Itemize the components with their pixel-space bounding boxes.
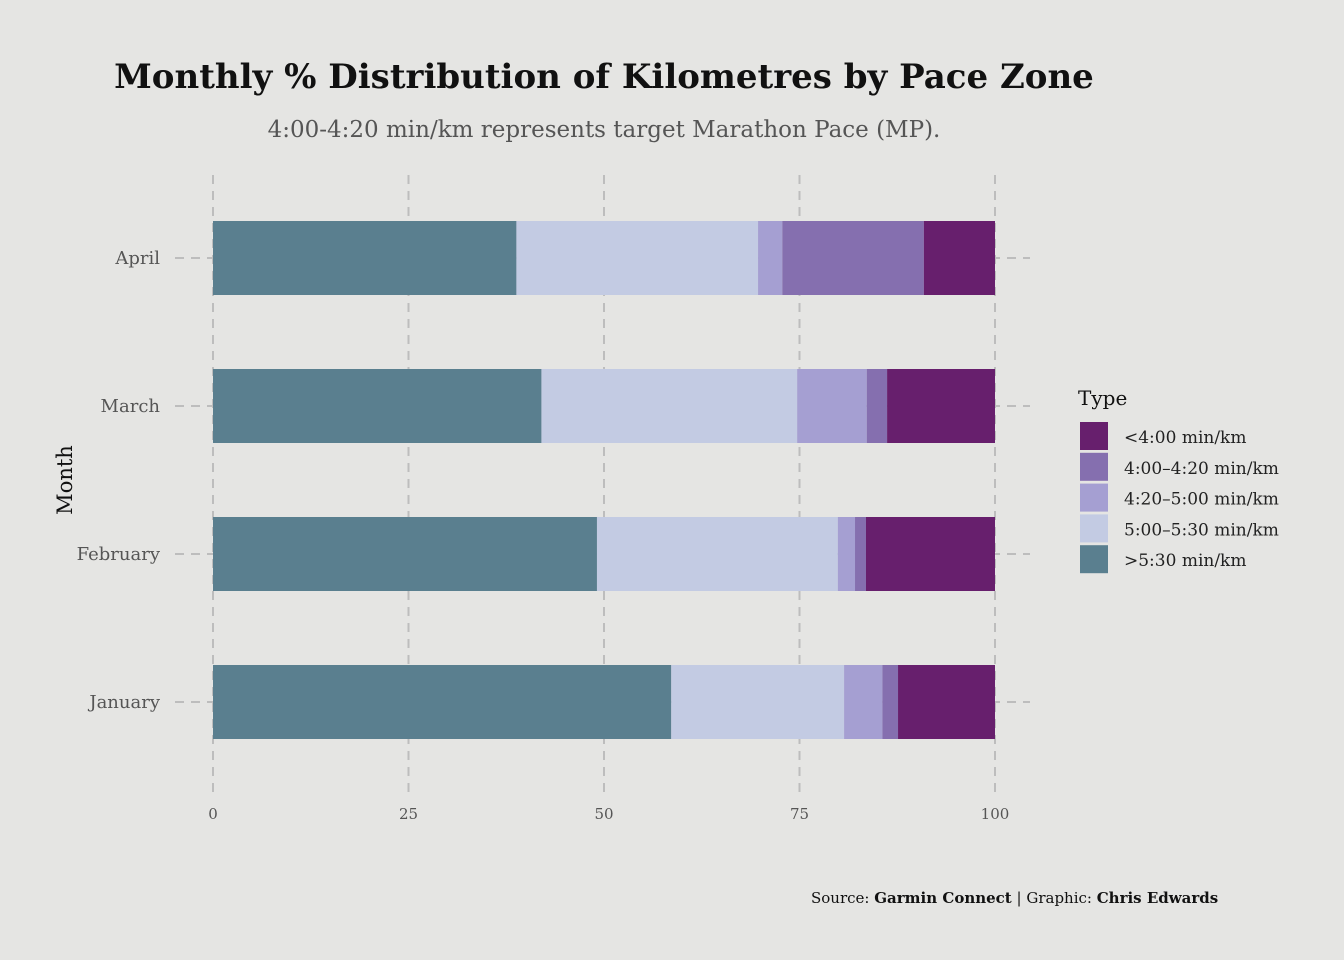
bar-february-5-30-min-km [213, 517, 597, 591]
bar-april-5-00-5-30-min-km [516, 221, 759, 295]
x-tick-label: 100 [981, 805, 1010, 823]
bar-january-4-00-min-km [898, 665, 995, 739]
legend-swatch [1080, 483, 1108, 512]
legend: Type <4:00 min/km 4:00–4:20 min/km 4:20–5:… [1078, 386, 1279, 574]
x-tick-label: 75 [790, 805, 809, 823]
y-axis-title: Month [53, 445, 77, 515]
chart-title: Monthly % Distribution of Kilometres by … [114, 57, 1094, 97]
chart-subtitle: 4:00-4:20 min/km represents target Marat… [268, 117, 941, 143]
bar-march-4-00-min-km [887, 369, 995, 443]
x-tick-label: 25 [399, 805, 418, 823]
bar-february-5-00-5-30-min-km [596, 517, 838, 591]
legend-label: >5:30 min/km [1124, 551, 1246, 571]
legend-label: <4:00 min/km [1124, 428, 1246, 448]
bar-january-4-00-4-20-min-km [882, 665, 899, 739]
caption-author: Chris Edwards [1097, 889, 1219, 907]
bar-january-5-30-min-km [213, 665, 672, 739]
bar-april-4-00-4-20-min-km [782, 221, 924, 295]
y-tick-label: April [114, 248, 160, 269]
legend-swatch [1080, 422, 1108, 450]
legend-swatch [1080, 545, 1108, 574]
legend-label: 4:00–4:20 min/km [1124, 459, 1279, 479]
bar-february-4-00-min-km [865, 517, 995, 591]
y-tick-label: March [101, 396, 161, 417]
x-axis-ticks: 0 25 50 75 100 [208, 805, 1009, 823]
legend-swatch [1080, 514, 1108, 543]
bar-march-4-00-4-20-min-km [866, 369, 888, 443]
bar-january-5-00-5-30-min-km [671, 665, 845, 739]
source-caption: Source: Garmin Connect | Graphic: Chris … [811, 889, 1218, 907]
legend-title: Type [1078, 386, 1127, 410]
x-tick-label: 0 [208, 805, 218, 823]
x-tick-label: 50 [594, 805, 613, 823]
y-axis-ticks: January February March April [77, 248, 161, 713]
caption-separator: | Graphic: [1017, 889, 1097, 907]
caption-prefix: Source: [811, 889, 874, 907]
bar-march-5-00-5-30-min-km [541, 369, 798, 443]
bar-march-5-30-min-km [213, 369, 542, 443]
bar-april-4-20-5-00-min-km [758, 221, 783, 295]
legend-label: 5:00–5:30 min/km [1124, 520, 1279, 540]
bar-february-4-20-5-00-min-km [837, 517, 856, 591]
legend-label: 4:20–5:00 min/km [1124, 490, 1279, 510]
bars [213, 221, 995, 739]
bar-january-4-20-5-00-min-km [844, 665, 883, 739]
bar-march-4-20-5-00-min-km [797, 369, 867, 443]
bar-april-5-30-min-km [213, 221, 517, 295]
y-tick-label: February [77, 544, 161, 565]
caption-source: Garmin Connect [874, 889, 1012, 907]
bar-april-4-00-min-km [923, 221, 995, 295]
y-tick-label: January [87, 692, 160, 713]
legend-swatch [1080, 452, 1108, 481]
bar-february-4-00-4-20-min-km [855, 517, 866, 591]
